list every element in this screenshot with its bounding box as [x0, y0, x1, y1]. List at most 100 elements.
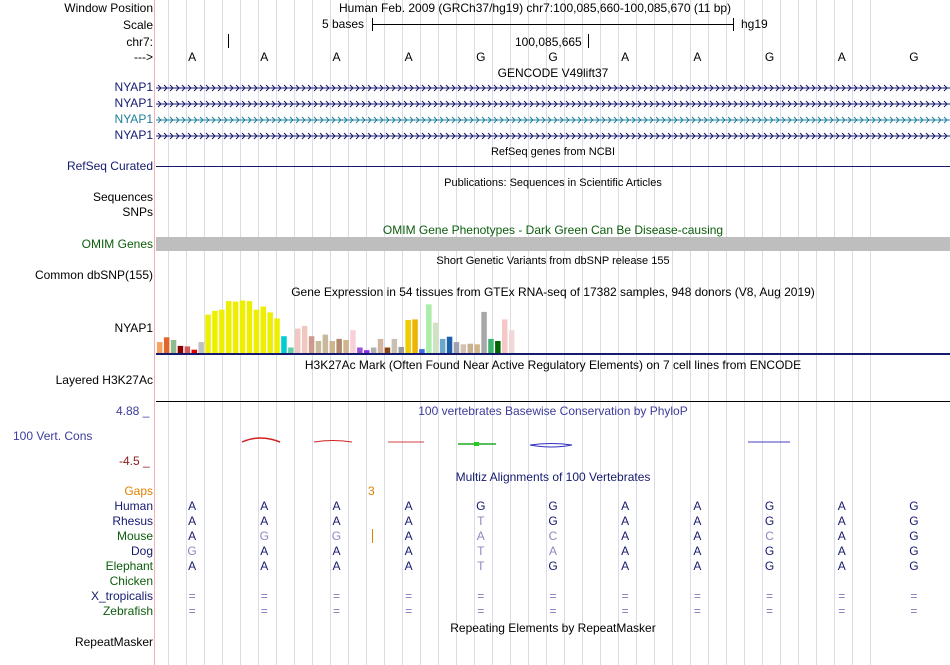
- repeatmasker-label[interactable]: RepeatMasker: [74, 635, 153, 649]
- omim-track-title[interactable]: OMIM Gene Phenotypes - Dark Green Can Be…: [382, 223, 724, 237]
- gtex-tissue-bar[interactable]: [364, 350, 370, 354]
- publications-label-snps[interactable]: SNPs: [122, 205, 153, 219]
- gencode-transcripts[interactable]: [156, 80, 950, 144]
- gtex-tissue-bar[interactable]: [281, 336, 287, 354]
- strand-chevron: [355, 100, 360, 108]
- window-position-value[interactable]: Human Feb. 2009 (GRCh37/hg19) chr7:100,0…: [339, 1, 732, 15]
- grid-line: [168, 0, 169, 665]
- gtex-tissue-bar[interactable]: [453, 342, 460, 354]
- gtex-tissue-bar[interactable]: [343, 340, 349, 354]
- gtex-tissue-bar[interactable]: [246, 301, 253, 354]
- aligned-base: =: [477, 604, 485, 618]
- h3k27ac-label[interactable]: Layered H3K27Ac: [55, 373, 153, 387]
- gtex-tissue-bar[interactable]: [370, 347, 377, 355]
- gtex-tissue-bar[interactable]: [226, 301, 232, 354]
- publications-label-sequences[interactable]: Sequences: [92, 190, 153, 204]
- gtex-tissue-bar[interactable]: [267, 312, 273, 354]
- gtex-tissue-bar[interactable]: [184, 346, 191, 354]
- gencode-transcript-label[interactable]: NYAP1: [114, 112, 153, 126]
- gencode-transcript-label[interactable]: NYAP1: [114, 128, 153, 142]
- gtex-label[interactable]: NYAP1: [114, 321, 153, 335]
- gtex-tissue-bar[interactable]: [405, 320, 411, 354]
- gtex-tissue-bar[interactable]: [329, 341, 336, 354]
- gtex-tissue-bar[interactable]: [322, 334, 329, 354]
- strand-chevron: [313, 116, 318, 124]
- gencode-track-title[interactable]: GENCODE V49lift37: [497, 66, 609, 80]
- species-label[interactable]: Rhesus: [112, 514, 153, 528]
- phylop-track-title[interactable]: 100 vertebrates Basewise Conservation by…: [418, 404, 688, 418]
- gtex-tissue-bar[interactable]: [198, 342, 204, 354]
- publications-track-title[interactable]: Publications: Sequences in Scientific Ar…: [444, 177, 662, 189]
- refseq-label[interactable]: RefSeq Curated: [66, 159, 153, 173]
- gtex-tissue-bar[interactable]: [398, 347, 405, 354]
- strand-chevron: [199, 116, 204, 124]
- species-label[interactable]: Elephant: [105, 559, 153, 573]
- gtex-tissue-bar[interactable]: [350, 330, 356, 354]
- gencode-transcript-label[interactable]: NYAP1: [114, 80, 153, 94]
- gtex-tissue-bar[interactable]: [412, 319, 418, 354]
- gtex-tissue-bar[interactable]: [295, 328, 301, 354]
- phylop-signal: [313, 440, 353, 443]
- gtex-tissue-bar[interactable]: [336, 338, 342, 354]
- gtex-tissue-bar[interactable]: [253, 309, 260, 354]
- gtex-tissue-bar[interactable]: [467, 343, 474, 354]
- gtex-tissue-bar[interactable]: [315, 341, 322, 354]
- gtex-tissue-bar[interactable]: [212, 310, 218, 354]
- gencode-transcript-label[interactable]: NYAP1: [114, 96, 153, 110]
- gtex-tissue-bar[interactable]: [308, 336, 315, 354]
- gtex-expression-chart[interactable]: [156, 298, 536, 354]
- dbsnp-label[interactable]: Common dbSNP(155): [34, 268, 153, 282]
- species-label[interactable]: Dog: [130, 544, 153, 558]
- species-label[interactable]: X_tropicalis: [90, 589, 153, 603]
- gtex-tissue-bar[interactable]: [508, 330, 515, 354]
- repeatmasker-track-title[interactable]: Repeating Elements by RepeatMasker: [450, 621, 656, 635]
- gtex-tissue-bar[interactable]: [170, 340, 177, 354]
- omim-feature-bar[interactable]: [156, 237, 950, 251]
- gtex-tissue-bar[interactable]: [502, 319, 508, 354]
- gtex-tissue-bar[interactable]: [177, 345, 184, 354]
- gtex-tissue-bar[interactable]: [301, 325, 308, 354]
- gtex-tissue-bar[interactable]: [474, 344, 480, 354]
- refseq-track-title[interactable]: RefSeq genes from NCBI: [490, 146, 616, 158]
- gtex-tissue-bar[interactable]: [488, 338, 494, 354]
- h3k27ac-track-title[interactable]: H3K27Ac Mark (Often Found Near Active Re…: [304, 358, 802, 372]
- gtex-tissue-bar[interactable]: [384, 347, 391, 355]
- gtex-tissue-bar[interactable]: [460, 344, 467, 354]
- species-label[interactable]: Chicken: [109, 574, 153, 588]
- strand-chevron: [229, 132, 234, 140]
- gtex-tissue-bar[interactable]: [205, 314, 211, 354]
- strand-chevron: [367, 116, 372, 124]
- gtex-tissue-bar[interactable]: [391, 338, 398, 354]
- gtex-tissue-bar[interactable]: [419, 349, 425, 354]
- gtex-tissue-bar[interactable]: [163, 337, 170, 354]
- gtex-tissue-bar[interactable]: [446, 336, 453, 354]
- gtex-tissue-bar[interactable]: [260, 306, 267, 355]
- gtex-tissue-bar[interactable]: [219, 309, 225, 354]
- gtex-tissue-bar[interactable]: [495, 341, 501, 354]
- phylop-wiggle[interactable]: [156, 430, 950, 454]
- species-label[interactable]: Human: [114, 499, 153, 513]
- gtex-tissue-bar[interactable]: [232, 301, 239, 354]
- gtex-tissue-bar[interactable]: [274, 318, 280, 354]
- species-label[interactable]: Zebrafish: [102, 604, 153, 618]
- gtex-tissue-bar[interactable]: [157, 342, 163, 354]
- refseq-gene-line[interactable]: [156, 166, 950, 167]
- species-label[interactable]: Mouse: [116, 529, 153, 543]
- gtex-tissue-bar[interactable]: [377, 338, 384, 354]
- gaps-label[interactable]: Gaps: [124, 484, 153, 498]
- phylop-label[interactable]: 100 Vert. Cons: [13, 429, 93, 443]
- dbsnp-track-title[interactable]: Short Genetic Variants from dbSNP releas…: [436, 255, 670, 267]
- gtex-tissue-bar[interactable]: [288, 347, 294, 355]
- multiz-track-title[interactable]: Multiz Alignments of 100 Vertebrates: [455, 470, 651, 484]
- gtex-tissue-bar[interactable]: [433, 322, 439, 354]
- gtex-tissue-bar[interactable]: [239, 300, 246, 355]
- gtex-tissue-bar[interactable]: [191, 349, 198, 354]
- gtex-tissue-bar[interactable]: [481, 311, 487, 354]
- gtex-tissue-bar[interactable]: [439, 338, 446, 354]
- omim-label[interactable]: OMIM Genes: [81, 237, 153, 251]
- gtex-track-title[interactable]: Gene Expression in 54 tissues from GTEx …: [291, 285, 815, 299]
- gtex-tissue-bar[interactable]: [426, 304, 432, 354]
- gtex-tissue-bar[interactable]: [357, 347, 363, 355]
- strand-chevron: [883, 116, 888, 124]
